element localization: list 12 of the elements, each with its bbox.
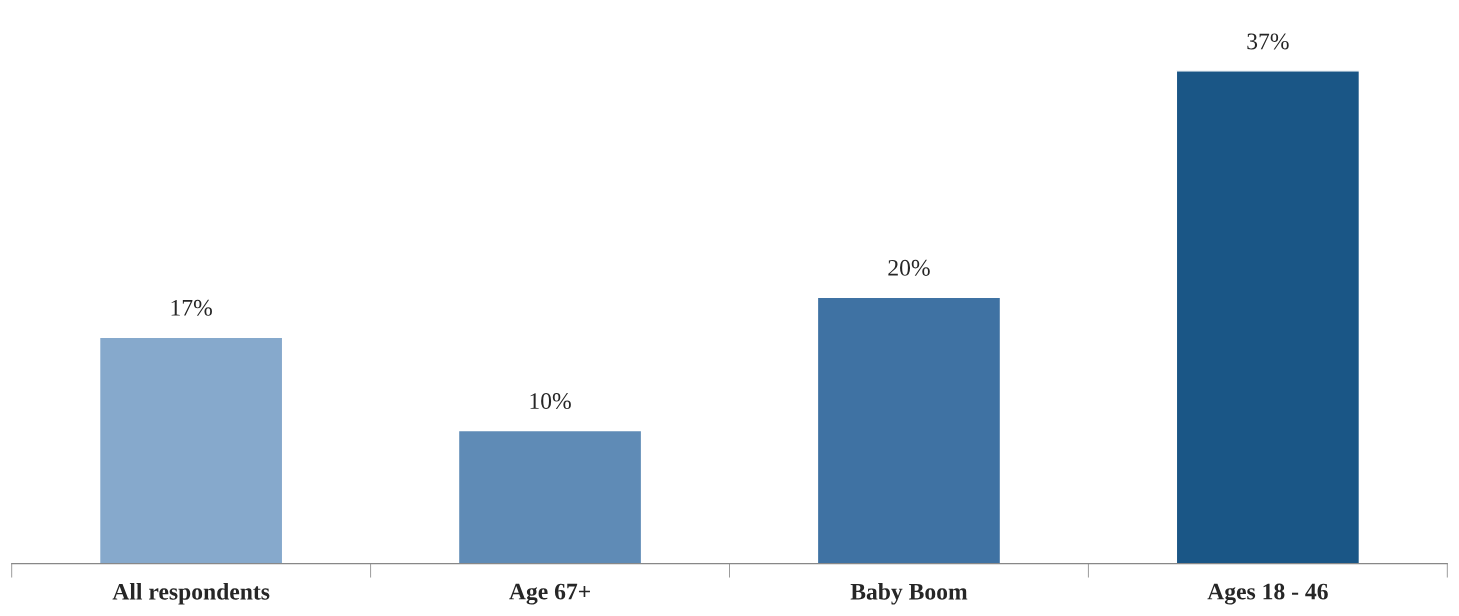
data-label: 10%: [530, 393, 571, 410]
data-label: 37%: [1247, 33, 1289, 50]
bar: [816, 296, 1002, 564]
bar: [98, 336, 284, 564]
x-tick-label: Age 67+: [509, 583, 590, 605]
data-label: 20%: [888, 259, 930, 276]
data-label: 17%: [171, 299, 212, 316]
x-tick-label: Baby Boom: [850, 583, 968, 605]
x-tick-label: All respondents: [112, 583, 270, 605]
bar: [1175, 70, 1361, 564]
bar: [457, 429, 643, 564]
x-tick-label: Ages 18 - 46: [1207, 583, 1328, 605]
